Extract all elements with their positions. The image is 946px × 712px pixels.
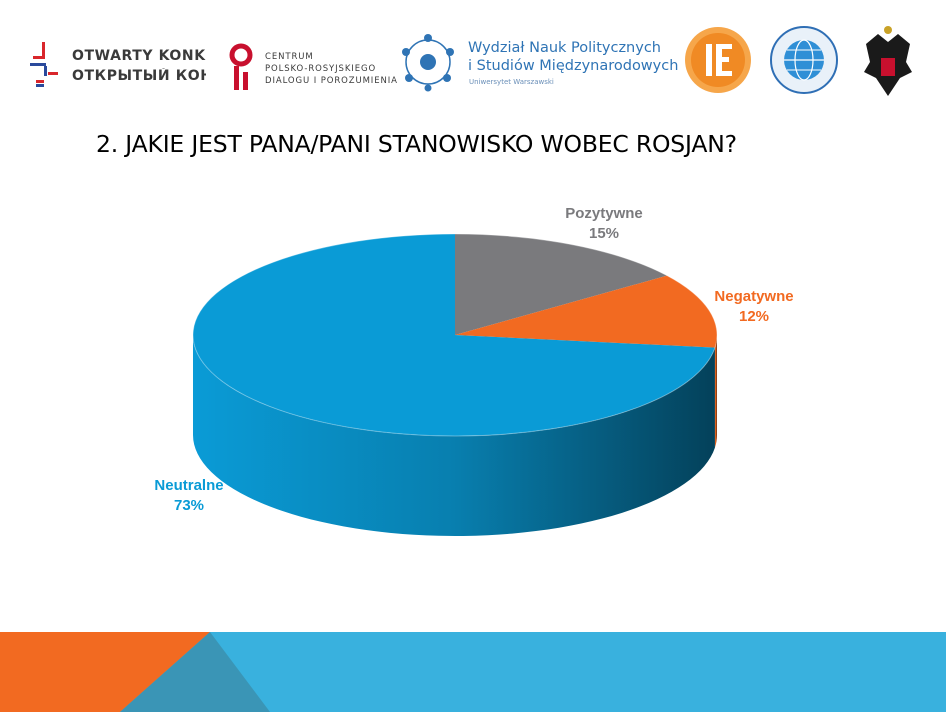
logo-banner: OTWARTY KONKURS ОТКРЫТЫЙ КОНКУРС CENTRUM… bbox=[0, 0, 946, 120]
logo3-line1: Wydział Nauk Politycznych bbox=[468, 40, 661, 56]
footer-band bbox=[0, 632, 946, 712]
institute-seal-icon bbox=[685, 27, 751, 93]
competition-mark-icon bbox=[30, 42, 58, 87]
pie-slice-side-negatywne bbox=[714, 335, 717, 448]
slice-label-pozytywne: Pozytywne bbox=[565, 205, 643, 222]
slice-label-negatywne: Negatywne bbox=[714, 288, 793, 305]
slice-value-pozytywne: 15% bbox=[589, 225, 619, 242]
pie-slice-side-neutralne bbox=[193, 335, 715, 537]
logo2-line3: DIALOGU I POROZUMIENIA bbox=[265, 76, 398, 86]
logo2-line2: POLSKO-ROSYJSKIEGO bbox=[265, 64, 377, 74]
chart-title: 2. JAKIE JEST PANA/PANI STANOWISKO WOBEC… bbox=[96, 130, 737, 158]
slice-label-neutralne: Neutralne bbox=[154, 477, 223, 494]
logo3-line3: Uniwersytet Warszawski bbox=[469, 78, 554, 86]
pie-slice-neutralne bbox=[192, 234, 715, 436]
network-circle-icon bbox=[402, 34, 454, 92]
pie-chart: Pozytywne 15% Negatywne 12% Neutralne 73% bbox=[154, 205, 794, 537]
globe-seal-icon bbox=[770, 26, 838, 94]
slice-value-negatywne: 12% bbox=[739, 308, 769, 325]
footer-teal-band bbox=[120, 632, 270, 712]
double-eagle-crest-icon bbox=[864, 26, 912, 96]
pie-rim bbox=[192, 233, 718, 437]
logo1-line1: OTWARTY KONKURS bbox=[72, 48, 206, 64]
dialogue-centre-icon bbox=[229, 43, 253, 90]
slice-value-neutralne: 73% bbox=[174, 497, 204, 514]
logo1-line2: ОТКРЫТЫЙ КОНКУРС bbox=[72, 68, 206, 84]
logo2-line1: CENTRUM bbox=[265, 52, 314, 62]
footer-orange-band bbox=[0, 632, 210, 712]
pie-slice-pozytywne bbox=[455, 234, 667, 335]
logo3-line2: i Studiów Międzynarodowych bbox=[468, 58, 679, 74]
pie-slice-negatywne bbox=[455, 275, 718, 348]
logo-graphics bbox=[30, 26, 912, 96]
